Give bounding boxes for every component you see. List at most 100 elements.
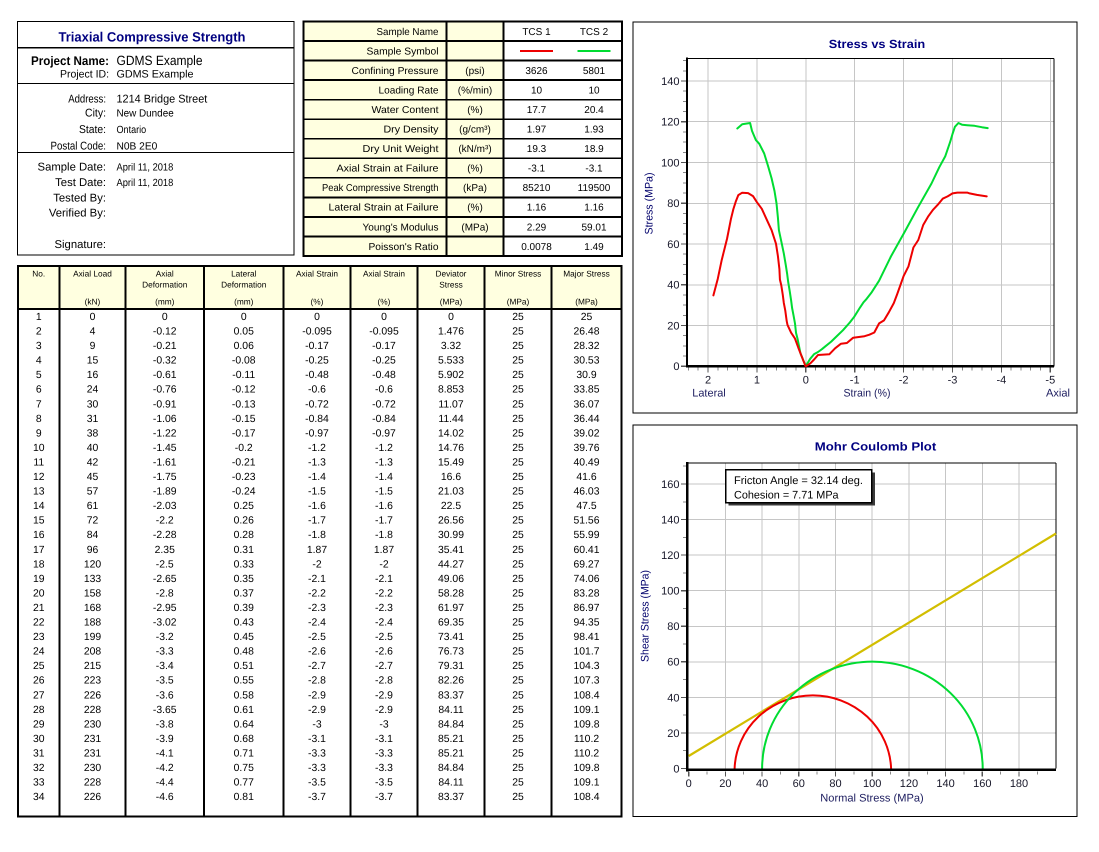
svg-text:40: 40 xyxy=(667,280,679,292)
svg-text:19.3: 19.3 xyxy=(527,144,547,155)
svg-text:(MPa): (MPa) xyxy=(461,222,488,233)
svg-text:-0.095: -0.095 xyxy=(369,327,399,338)
svg-text:Deformation: Deformation xyxy=(142,280,188,290)
svg-text:-3.1: -3.1 xyxy=(308,734,326,745)
svg-text:25: 25 xyxy=(512,719,524,730)
svg-text:24: 24 xyxy=(87,385,99,396)
svg-text:GDMS Example: GDMS Example xyxy=(117,53,203,68)
svg-text:-0.97: -0.97 xyxy=(372,428,396,439)
svg-text:49.06: 49.06 xyxy=(438,574,464,585)
svg-text:-0.84: -0.84 xyxy=(372,414,396,425)
svg-text:100: 100 xyxy=(863,778,881,790)
svg-text:25: 25 xyxy=(512,356,524,367)
svg-text:11.44: 11.44 xyxy=(438,414,463,425)
svg-text:5: 5 xyxy=(36,370,42,381)
svg-text:-1.2: -1.2 xyxy=(375,443,393,454)
svg-text:Axial Load: Axial Load xyxy=(73,269,112,279)
svg-text:2.29: 2.29 xyxy=(527,222,547,233)
svg-text:Axial Strain at Failure: Axial Strain at Failure xyxy=(337,164,439,175)
svg-text:0.31: 0.31 xyxy=(234,545,254,556)
svg-text:19: 19 xyxy=(33,574,45,585)
svg-text:100: 100 xyxy=(661,157,679,169)
svg-text:25: 25 xyxy=(512,385,524,396)
svg-text:86.97: 86.97 xyxy=(573,603,599,614)
svg-text:83.37: 83.37 xyxy=(438,792,464,803)
svg-text:-1.6: -1.6 xyxy=(375,501,393,512)
svg-text:-0.25: -0.25 xyxy=(305,356,329,367)
svg-text:119500: 119500 xyxy=(578,183,611,194)
svg-text:0.25: 0.25 xyxy=(234,501,254,512)
svg-text:-0.61: -0.61 xyxy=(153,370,177,381)
svg-text:8: 8 xyxy=(36,414,42,425)
svg-text:25: 25 xyxy=(512,428,524,439)
svg-text:-3: -3 xyxy=(312,719,321,730)
svg-text:Shear Stress (MPa): Shear Stress (MPa) xyxy=(640,570,652,662)
svg-text:3: 3 xyxy=(36,341,42,352)
svg-text:25: 25 xyxy=(512,763,524,774)
svg-text:-3.5: -3.5 xyxy=(375,778,393,789)
svg-text:25: 25 xyxy=(512,399,524,410)
svg-text:Normal Stress (MPa): Normal Stress (MPa) xyxy=(820,793,923,805)
svg-text:(%): (%) xyxy=(467,105,483,116)
svg-text:84.84: 84.84 xyxy=(438,763,464,774)
svg-text:Axial Strain: Axial Strain xyxy=(363,269,405,279)
svg-text:0.45: 0.45 xyxy=(234,632,254,643)
svg-text:-2.9: -2.9 xyxy=(375,705,393,716)
svg-text:-2.4: -2.4 xyxy=(375,618,393,629)
svg-text:6: 6 xyxy=(36,385,42,396)
svg-text:City:: City: xyxy=(85,108,106,120)
svg-text:-0.6: -0.6 xyxy=(375,385,393,396)
svg-text:208: 208 xyxy=(84,647,102,658)
svg-text:(mm): (mm) xyxy=(155,296,175,306)
svg-text:84.84: 84.84 xyxy=(438,719,464,730)
svg-text:Project ID:: Project ID: xyxy=(60,69,109,81)
svg-text:-0.12: -0.12 xyxy=(232,385,256,396)
svg-text:-0.84: -0.84 xyxy=(305,414,329,425)
svg-text:-0.76: -0.76 xyxy=(153,385,177,396)
svg-text:Peak Compressive Strength: Peak Compressive Strength xyxy=(322,183,439,194)
svg-text:59.01: 59.01 xyxy=(581,222,606,233)
svg-text:16.6: 16.6 xyxy=(441,472,461,483)
svg-text:25: 25 xyxy=(512,603,524,614)
svg-text:-3: -3 xyxy=(948,375,958,387)
svg-text:80: 80 xyxy=(667,198,679,210)
svg-text:69.35: 69.35 xyxy=(438,618,464,629)
svg-text:Stress (MPa): Stress (MPa) xyxy=(644,173,656,235)
svg-text:25: 25 xyxy=(512,327,524,338)
svg-text:25: 25 xyxy=(512,516,524,527)
svg-text:25: 25 xyxy=(512,530,524,541)
svg-text:4: 4 xyxy=(36,356,42,367)
svg-text:30.53: 30.53 xyxy=(573,356,599,367)
svg-text:-4.2: -4.2 xyxy=(156,763,174,774)
svg-text:96: 96 xyxy=(87,545,99,556)
svg-text:-0.13: -0.13 xyxy=(232,399,256,410)
svg-text:0: 0 xyxy=(673,763,679,775)
svg-text:31: 31 xyxy=(87,414,99,425)
svg-text:-3.3: -3.3 xyxy=(156,647,174,658)
svg-text:25: 25 xyxy=(512,545,524,556)
svg-text:-2.7: -2.7 xyxy=(308,661,326,672)
svg-text:36.44: 36.44 xyxy=(573,414,599,425)
svg-text:0.75: 0.75 xyxy=(234,763,254,774)
svg-text:Mohr Coulomb Plot: Mohr Coulomb Plot xyxy=(815,440,937,454)
svg-text:-3.2: -3.2 xyxy=(156,632,174,643)
svg-text:168: 168 xyxy=(84,603,102,614)
svg-text:40: 40 xyxy=(756,778,768,790)
svg-text:47.5: 47.5 xyxy=(576,501,596,512)
svg-text:25: 25 xyxy=(512,676,524,687)
svg-text:0.68: 0.68 xyxy=(234,734,254,745)
svg-text:29: 29 xyxy=(33,719,45,730)
svg-text:0: 0 xyxy=(162,312,168,323)
svg-text:41.6: 41.6 xyxy=(576,472,596,483)
svg-text:Deformation: Deformation xyxy=(221,280,267,290)
svg-text:-1.5: -1.5 xyxy=(308,487,326,498)
svg-text:(%/min): (%/min) xyxy=(458,85,492,96)
svg-text:Water Content: Water Content xyxy=(372,105,439,116)
svg-text:1.49: 1.49 xyxy=(584,242,604,253)
svg-text:Stress vs Strain: Stress vs Strain xyxy=(829,37,925,51)
svg-text:180: 180 xyxy=(1010,778,1028,790)
svg-text:Postal Code:: Postal Code: xyxy=(51,140,107,152)
svg-text:84.11: 84.11 xyxy=(438,778,463,789)
svg-text:5.533: 5.533 xyxy=(438,356,464,367)
svg-text:84.11: 84.11 xyxy=(438,705,463,716)
